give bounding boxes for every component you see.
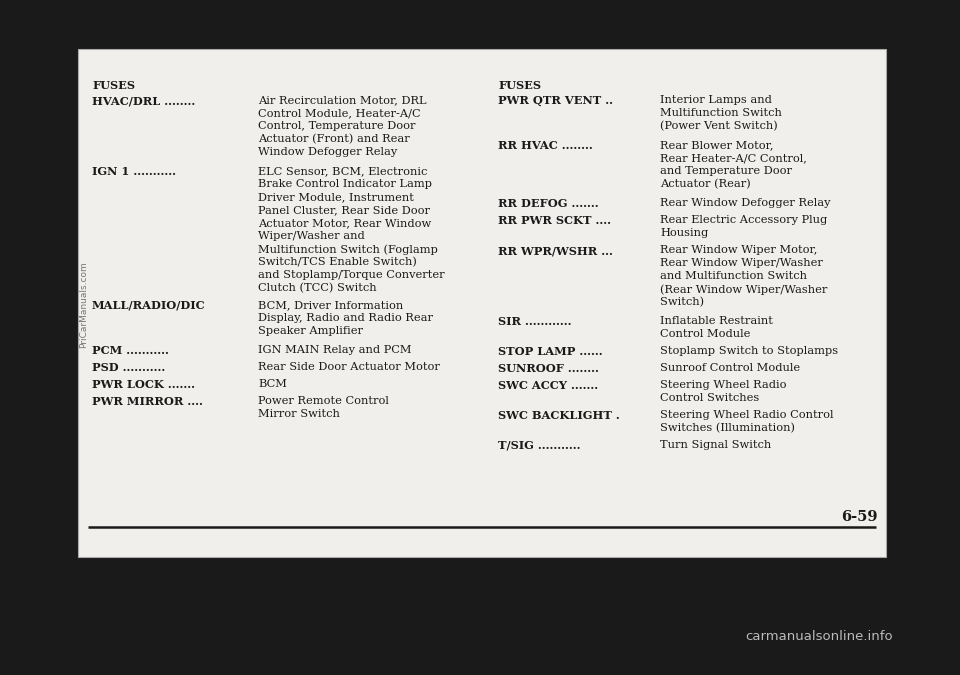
Text: Speaker Amplifier: Speaker Amplifier (258, 326, 363, 336)
Text: Stoplamp Switch to Stoplamps: Stoplamp Switch to Stoplamps (660, 346, 838, 356)
Text: SIR ............: SIR ............ (498, 316, 571, 327)
Text: Control Switches: Control Switches (660, 393, 759, 403)
Text: RR HVAC ........: RR HVAC ........ (498, 140, 592, 151)
Text: and Multifunction Switch: and Multifunction Switch (660, 271, 807, 281)
Text: Steering Wheel Radio Control: Steering Wheel Radio Control (660, 410, 833, 420)
Text: (Rear Window Wiper/Washer: (Rear Window Wiper/Washer (660, 284, 828, 294)
Text: Display, Radio and Radio Rear: Display, Radio and Radio Rear (258, 313, 433, 323)
Text: Turn Signal Switch: Turn Signal Switch (660, 440, 771, 450)
FancyBboxPatch shape (78, 49, 886, 557)
Text: Actuator Motor, Rear Window: Actuator Motor, Rear Window (258, 218, 431, 228)
Text: Rear Electric Accessory Plug: Rear Electric Accessory Plug (660, 215, 828, 225)
Text: Interior Lamps and: Interior Lamps and (660, 95, 772, 105)
Text: Clutch (TCC) Switch: Clutch (TCC) Switch (258, 283, 376, 294)
Text: Panel Cluster, Rear Side Door: Panel Cluster, Rear Side Door (258, 205, 430, 215)
Text: RR DEFOG .......: RR DEFOG ....... (498, 198, 599, 209)
Text: MALL/RADIO/DIC: MALL/RADIO/DIC (92, 300, 205, 311)
Text: STOP LAMP ......: STOP LAMP ...... (498, 346, 603, 357)
Text: Power Remote Control: Power Remote Control (258, 396, 389, 406)
Text: Rear Blower Motor,: Rear Blower Motor, (660, 140, 774, 150)
Text: Inflatable Restraint: Inflatable Restraint (660, 316, 773, 326)
Text: RR WPR/WSHR ...: RR WPR/WSHR ... (498, 245, 612, 256)
Text: Sunroof Control Module: Sunroof Control Module (660, 363, 800, 373)
Text: PWR LOCK .......: PWR LOCK ....... (92, 379, 195, 390)
Text: Control Module, Heater-A/C: Control Module, Heater-A/C (258, 108, 420, 118)
Text: Multifunction Switch: Multifunction Switch (660, 108, 781, 118)
Text: Actuator (Front) and Rear: Actuator (Front) and Rear (258, 134, 410, 144)
Text: IGN MAIN Relay and PCM: IGN MAIN Relay and PCM (258, 345, 412, 355)
Text: ELC Sensor, BCM, Electronic: ELC Sensor, BCM, Electronic (258, 166, 427, 176)
Text: Mirror Switch: Mirror Switch (258, 409, 340, 419)
Text: 6-59: 6-59 (842, 510, 878, 524)
Text: PSD ...........: PSD ........... (92, 362, 165, 373)
Text: T/SIG ...........: T/SIG ........... (498, 440, 581, 451)
Text: PWR QTR VENT ..: PWR QTR VENT .. (498, 95, 613, 106)
Text: Housing: Housing (660, 228, 708, 238)
Text: SWC BACKLIGHT .: SWC BACKLIGHT . (498, 410, 620, 421)
Text: Driver Module, Instrument: Driver Module, Instrument (258, 192, 414, 202)
Text: SWC ACCY .......: SWC ACCY ....... (498, 380, 598, 391)
Text: SUNROOF ........: SUNROOF ........ (498, 363, 599, 374)
Text: carmanualsonline.info: carmanualsonline.info (745, 630, 893, 643)
Text: HVAC/DRL ........: HVAC/DRL ........ (92, 95, 195, 106)
Text: PWR MIRROR ....: PWR MIRROR .... (92, 396, 203, 407)
Text: Control Module: Control Module (660, 329, 751, 339)
Text: FUSES: FUSES (92, 80, 135, 91)
Text: Rear Heater-A/C Control,: Rear Heater-A/C Control, (660, 153, 806, 163)
Text: Window Defogger Relay: Window Defogger Relay (258, 147, 397, 157)
Text: and Temperature Door: and Temperature Door (660, 166, 792, 176)
Text: IGN 1 ...........: IGN 1 ........... (92, 166, 176, 177)
Text: Rear Side Door Actuator Motor: Rear Side Door Actuator Motor (258, 362, 440, 372)
Text: Rear Window Defogger Relay: Rear Window Defogger Relay (660, 198, 830, 208)
Text: Steering Wheel Radio: Steering Wheel Radio (660, 380, 786, 390)
Text: RR PWR SCKT ....: RR PWR SCKT .... (498, 215, 611, 226)
Text: Air Recirculation Motor, DRL: Air Recirculation Motor, DRL (258, 95, 426, 105)
Text: Switch/TCS Enable Switch): Switch/TCS Enable Switch) (258, 257, 417, 267)
Text: Actuator (Rear): Actuator (Rear) (660, 179, 751, 189)
Text: Rear Window Wiper Motor,: Rear Window Wiper Motor, (660, 245, 817, 255)
Text: BCM: BCM (258, 379, 287, 389)
Text: PriCarManuals.com: PriCarManuals.com (80, 262, 88, 348)
Text: PCM ...........: PCM ........... (92, 345, 169, 356)
Text: Wiper/Washer and: Wiper/Washer and (258, 231, 365, 241)
Text: Control, Temperature Door: Control, Temperature Door (258, 121, 416, 131)
Text: (Power Vent Switch): (Power Vent Switch) (660, 121, 778, 132)
Text: Brake Control Indicator Lamp: Brake Control Indicator Lamp (258, 179, 432, 189)
Text: Switch): Switch) (660, 297, 704, 307)
Text: Multifunction Switch (Foglamp: Multifunction Switch (Foglamp (258, 244, 438, 254)
Text: and Stoplamp/Torque Converter: and Stoplamp/Torque Converter (258, 270, 444, 280)
Text: Rear Window Wiper/Washer: Rear Window Wiper/Washer (660, 258, 823, 268)
Text: Switches (Illumination): Switches (Illumination) (660, 423, 795, 433)
Text: BCM, Driver Information: BCM, Driver Information (258, 300, 403, 310)
Text: FUSES: FUSES (498, 80, 541, 91)
